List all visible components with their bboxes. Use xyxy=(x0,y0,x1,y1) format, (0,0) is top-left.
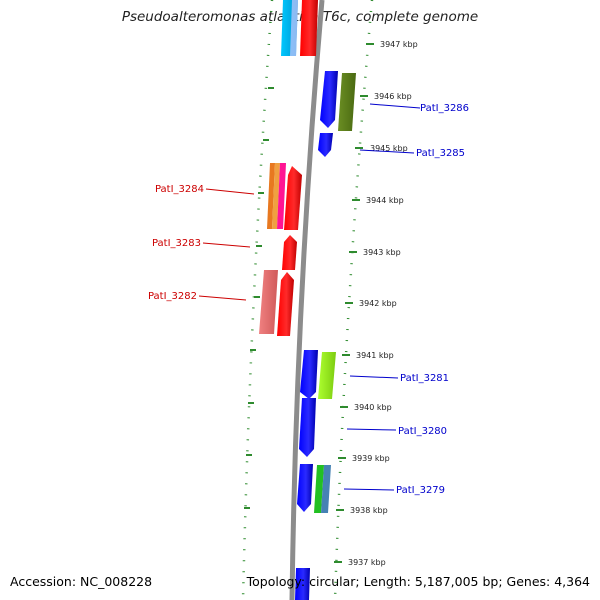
tick-label: 3939 kbp xyxy=(352,454,390,463)
gene-label-patl-3285: PatI_3285 xyxy=(416,148,465,159)
tick-label: 3946 kbp xyxy=(374,92,412,101)
gene-patl-3281[interactable] xyxy=(300,350,336,399)
gene-labels: PatI_3286 PatI_3285 PatI_3284 PatI_3283 … xyxy=(148,103,469,496)
gene-patl-3286-pair[interactable] xyxy=(320,71,356,131)
gene-label-patl-3283: PatI_3283 xyxy=(152,238,201,249)
inner-dotted-track xyxy=(333,0,374,600)
tick-label: 3944 kbp xyxy=(366,196,404,205)
map-title: Pseudoalteromonas atlantica T6c, complet… xyxy=(121,9,479,25)
tick-label: 3942 kbp xyxy=(359,299,397,308)
gene-label-patl-3280: PatI_3280 xyxy=(398,426,447,437)
gene-label-patl-3284: PatI_3284 xyxy=(155,184,204,195)
topology-label: Topology: circular; Length: 5,187,005 bp… xyxy=(246,574,590,589)
tick-label: 3941 kbp xyxy=(356,351,394,360)
tick-labels: 3947 kbp 3946 kbp 3945 kbp 3944 kbp 3943… xyxy=(348,40,418,567)
tick-label: 3943 kbp xyxy=(363,248,401,257)
gene-label-patl-3279: PatI_3279 xyxy=(396,485,445,496)
tick-label: 3945 kbp xyxy=(370,144,408,153)
accession-label: Accession: NC_008228 xyxy=(10,574,153,589)
tick-label: 3938 kbp xyxy=(350,506,388,515)
bottom-gene-feature[interactable] xyxy=(295,568,310,600)
tick-label: 3937 kbp xyxy=(348,558,386,567)
gene-label-patl-3286: PatI_3286 xyxy=(420,103,469,114)
tick-label: 3940 kbp xyxy=(354,403,392,412)
tick-label: 3947 kbp xyxy=(380,40,418,49)
gene-label-patl-3282: PatI_3282 xyxy=(148,291,197,302)
gene-patl-3279[interactable] xyxy=(297,464,331,513)
tick-marks xyxy=(334,43,374,563)
gene-label-patl-3281: PatI_3281 xyxy=(400,373,449,384)
gene-patl-3284[interactable] xyxy=(267,163,302,230)
gene-patl-3282[interactable] xyxy=(259,270,294,336)
top-gene-features[interactable] xyxy=(281,0,318,56)
gene-patl-3280[interactable] xyxy=(299,398,316,457)
outer-track-dashes xyxy=(244,87,274,509)
genome-backbone xyxy=(289,0,325,600)
gene-patl-3285[interactable] xyxy=(318,133,333,157)
gene-patl-3283[interactable] xyxy=(282,235,297,270)
label-leaders xyxy=(198,103,421,491)
